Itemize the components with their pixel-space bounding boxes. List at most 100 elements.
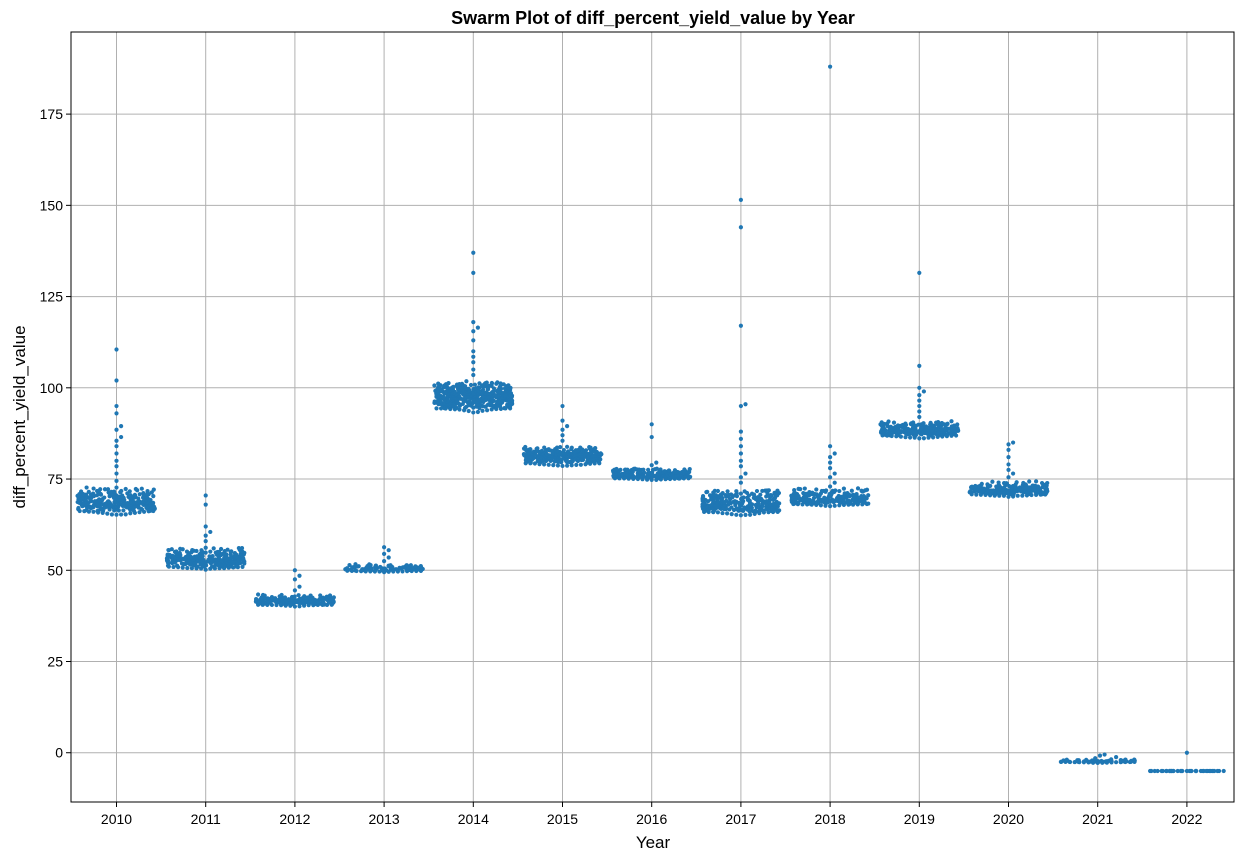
- data-point: [928, 420, 933, 425]
- data-point: [254, 596, 259, 602]
- data-point: [614, 466, 619, 472]
- data-point: [768, 493, 773, 498]
- data-point: [321, 595, 326, 600]
- data-point: [899, 429, 904, 434]
- data-point: [649, 422, 654, 427]
- data-point: [190, 548, 195, 553]
- data-point: [203, 502, 208, 507]
- data-point: [828, 504, 833, 509]
- data-point: [151, 500, 156, 505]
- data-point: [725, 511, 730, 516]
- data-point: [485, 408, 490, 413]
- data-point: [436, 381, 441, 386]
- data-point: [738, 225, 744, 230]
- data-point: [106, 499, 111, 504]
- data-point: [1152, 768, 1157, 774]
- data-point: [974, 492, 979, 497]
- data-point: [292, 577, 297, 582]
- data-point: [598, 451, 603, 456]
- data-point: [169, 547, 174, 552]
- x-tick-label: 2010: [101, 811, 132, 827]
- swarm-2022: [1148, 750, 1226, 774]
- data-point: [1039, 480, 1045, 486]
- swarm-2021: [1058, 752, 1137, 765]
- data-point: [98, 487, 103, 492]
- data-point: [145, 489, 150, 494]
- data-point: [1198, 768, 1204, 774]
- data-point: [641, 467, 646, 472]
- data-point: [738, 464, 744, 469]
- data-point: [738, 513, 744, 518]
- data-point: [356, 564, 361, 569]
- data-point: [713, 493, 719, 498]
- data-point: [917, 393, 922, 398]
- data-point: [996, 480, 1001, 485]
- x-tick-label: 2012: [279, 811, 310, 827]
- data-point: [464, 379, 469, 384]
- data-point: [297, 573, 302, 578]
- data-point: [471, 250, 476, 255]
- data-point: [331, 595, 336, 600]
- data-point: [738, 491, 744, 496]
- data-point: [1114, 755, 1119, 760]
- data-point: [1006, 475, 1011, 480]
- data-point: [239, 546, 245, 551]
- data-point: [829, 497, 835, 502]
- data-point: [523, 444, 528, 450]
- data-point: [743, 402, 748, 407]
- data-point: [1175, 768, 1180, 774]
- data-point: [1061, 758, 1066, 763]
- data-point: [446, 381, 451, 386]
- data-point: [828, 475, 833, 480]
- data-point: [1097, 753, 1103, 758]
- data-point: [302, 594, 307, 599]
- data-point: [269, 594, 275, 600]
- data-point: [705, 489, 710, 494]
- data-point: [672, 468, 678, 473]
- data-point: [240, 564, 245, 569]
- data-point: [654, 460, 659, 465]
- data-point: [859, 494, 864, 499]
- data-point: [587, 445, 592, 450]
- data-point: [408, 563, 413, 568]
- data-point: [418, 563, 423, 569]
- data-point: [968, 489, 973, 494]
- data-point: [114, 458, 119, 463]
- data-point: [828, 444, 833, 449]
- data-point: [1095, 759, 1100, 764]
- swarm-2018: [789, 64, 871, 509]
- data-point: [208, 549, 213, 554]
- data-point: [165, 552, 170, 557]
- data-point: [236, 545, 241, 551]
- data-point: [184, 549, 190, 554]
- swarm-2011: [164, 493, 247, 572]
- data-point: [866, 501, 871, 506]
- data-point: [179, 561, 185, 566]
- data-point: [1212, 768, 1217, 774]
- x-tick-label: 2022: [1171, 811, 1202, 827]
- data-point: [137, 492, 142, 497]
- data-point: [256, 592, 261, 597]
- data-point: [475, 409, 480, 415]
- swarm-2014: [432, 250, 515, 415]
- data-point: [528, 447, 533, 452]
- data-point: [814, 487, 819, 492]
- data-point: [1102, 752, 1107, 757]
- data-point: [828, 460, 833, 465]
- data-point: [393, 567, 399, 572]
- data-point: [917, 363, 922, 369]
- data-point: [1208, 768, 1213, 774]
- data-point: [177, 550, 182, 556]
- data-point: [565, 444, 570, 449]
- data-point: [495, 380, 500, 385]
- data-point: [486, 383, 491, 388]
- data-point: [649, 463, 654, 468]
- x-tick-label: 2020: [993, 811, 1024, 827]
- data-point: [1170, 768, 1176, 774]
- data-point: [879, 420, 884, 425]
- x-tick-label: 2014: [458, 811, 489, 827]
- data-point: [386, 548, 391, 553]
- data-point: [114, 512, 119, 517]
- y-tick-label: 175: [40, 106, 64, 122]
- data-point: [923, 424, 929, 429]
